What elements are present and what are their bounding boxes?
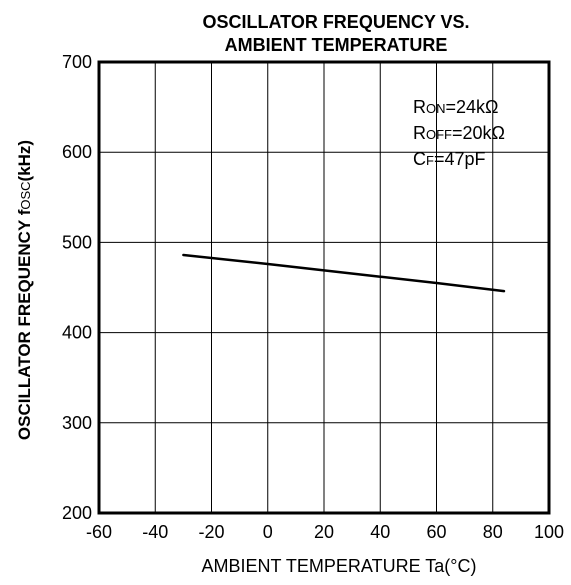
annotation-subscript: OFF	[426, 127, 452, 142]
y-axis-ticks: 200 300 400 500 600 700	[62, 52, 92, 523]
x-tick-label: 0	[263, 522, 273, 542]
chart-title: OSCILLATOR FREQUENCY VS. AMBIENT TEMPERA…	[202, 12, 469, 55]
y-axis-label: OSCILLATOR FREQUENCY fOSC(kHz)	[15, 140, 34, 440]
x-tick-label: 20	[314, 522, 334, 542]
y-tick-label: 400	[62, 323, 92, 343]
annotation-symbol: R	[413, 97, 426, 117]
annotation-value: =20kΩ	[452, 123, 505, 143]
chart-title-line-2: AMBIENT TEMPERATURE	[225, 35, 448, 55]
x-tick-label: -60	[86, 522, 112, 542]
x-tick-label: 40	[370, 522, 390, 542]
y-axis-label-unit: (kHz)	[15, 140, 34, 182]
x-axis-label: AMBIENT TEMPERATURE Ta(°C)	[202, 556, 477, 576]
x-tick-label: -20	[198, 522, 224, 542]
annotation-value: =47pF	[434, 149, 486, 169]
y-tick-label: 600	[62, 142, 92, 162]
y-tick-label: 300	[62, 413, 92, 433]
series-line	[182, 253, 506, 293]
annotation-text: CF=47pF	[413, 149, 486, 169]
annotation-symbol: R	[413, 123, 426, 143]
y-tick-label: 500	[62, 232, 92, 252]
x-tick-label: 80	[483, 522, 503, 542]
y-tick-label: 700	[62, 52, 92, 72]
x-axis-ticks: -60 -40 -20 0 20 40 60 80 100	[86, 522, 564, 542]
chart-title-line-1: OSCILLATOR FREQUENCY VS.	[202, 12, 469, 32]
annotation-symbol: C	[413, 149, 426, 169]
annotation-subscript: ON	[426, 101, 446, 116]
x-tick-label: -40	[142, 522, 168, 542]
annotation-subscript: F	[426, 153, 434, 168]
x-tick-label: 60	[426, 522, 446, 542]
x-tick-label: 100	[534, 522, 564, 542]
series-group	[182, 253, 506, 293]
y-axis-label-subscript: OSC	[18, 181, 33, 209]
y-tick-label: 200	[62, 503, 92, 523]
grid	[99, 62, 549, 513]
plot-frame	[97, 60, 551, 515]
annotation-text: ROFF=20kΩ	[413, 123, 505, 143]
annotation-value: =24kΩ	[446, 97, 499, 117]
annotation-text: RON=24kΩ	[413, 97, 499, 117]
y-axis-label-main: OSCILLATOR FREQUENCY f	[15, 209, 34, 440]
